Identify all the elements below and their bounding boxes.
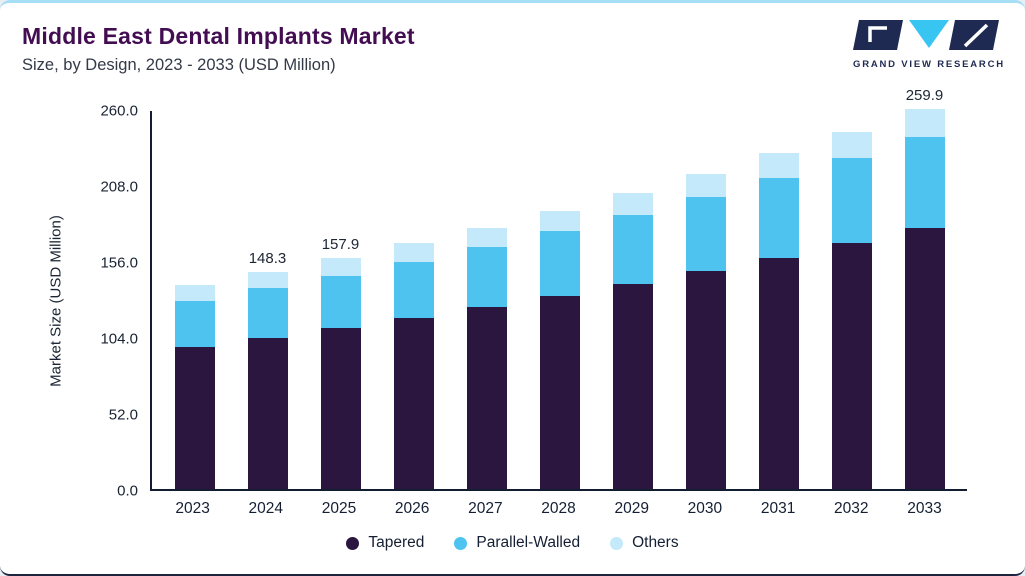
chart-title: Middle East Dental Implants Market	[22, 23, 415, 49]
bar-segment-tapered	[247, 337, 288, 489]
bar-group-2025: 157.9	[304, 236, 377, 489]
bar-segment-others	[685, 173, 726, 197]
bar-group-2029	[596, 188, 669, 489]
bar-segment-parallel-walled	[904, 136, 945, 228]
y-axis-title: Market Size (USD Million)	[47, 215, 65, 387]
x-tick-label: 2031	[760, 500, 796, 517]
legend-label: Tapered	[368, 534, 425, 551]
bar-segment-parallel-walled	[393, 261, 434, 319]
bar-segment-tapered	[758, 257, 799, 489]
legend-label: Others	[632, 534, 679, 551]
chart-header: Middle East Dental Implants Market Size,…	[22, 23, 415, 75]
bar-segment-others	[393, 243, 434, 262]
bar-segment-parallel-walled	[320, 275, 361, 329]
bar-group-2032	[815, 127, 888, 489]
bar-2029	[612, 192, 653, 489]
x-tick-label: 2032	[834, 500, 869, 517]
bar-segment-tapered	[320, 328, 361, 489]
x-tick-label: 2023	[175, 500, 210, 517]
y-axis: Market Size (USD Million) 0.0 52.0 104.0 15…	[0, 103, 150, 500]
bar-2025	[320, 258, 361, 489]
bar-segment-others	[174, 285, 215, 301]
bar-2027	[466, 227, 507, 489]
legend-label: Parallel-Walled	[476, 534, 581, 551]
y-tick-label: 208.0	[100, 178, 138, 196]
x-axis: 2023 2024 2025 2026 2027 2028 2029 2030 2031 2032…	[150, 500, 967, 518]
logo-mark-icon	[853, 20, 999, 50]
chart-area: Market Size (USD Million) 0.0 52.0 104.0 15…	[0, 87, 1025, 552]
x-tick-label: 2029	[614, 500, 649, 517]
y-tick-label: 156.0	[100, 254, 138, 272]
y-tick-label: 0.0	[117, 482, 138, 500]
bar-2026	[393, 243, 434, 489]
bar-segment-tapered	[685, 271, 726, 489]
logo-text: GRAND VIEW RESEARCH	[853, 59, 1005, 70]
legend-item-others: Others	[610, 534, 679, 552]
plot-area: 148.3 157.9 259.9	[150, 87, 967, 491]
bar-2032	[831, 131, 872, 489]
bar-segment-parallel-walled	[758, 178, 799, 258]
bar-2028	[539, 210, 580, 489]
bar-segment-tapered	[904, 227, 945, 489]
bar-segment-tapered	[539, 296, 580, 489]
bar-segment-others	[539, 210, 580, 232]
bar-segment-others	[758, 153, 799, 179]
bar-2031	[758, 153, 799, 489]
bar-group-2024: 148.3	[231, 250, 304, 489]
x-tick-label: 2027	[468, 500, 503, 517]
x-tick-label: 2030	[687, 500, 723, 517]
bar-segment-parallel-walled	[247, 288, 288, 338]
bar-segment-others	[904, 109, 945, 137]
bar-segment-tapered	[393, 318, 434, 489]
bar-segment-parallel-walled	[612, 214, 653, 284]
bar-segment-others	[247, 272, 288, 289]
bar-segment-parallel-walled	[174, 300, 215, 347]
x-tick-label: 2024	[248, 500, 284, 517]
bar-segment-others	[320, 258, 361, 276]
grand-view-research-logo: GRAND VIEW RESEARCH	[853, 19, 1003, 70]
y-tick-label: 52.0	[108, 406, 138, 424]
chart-subtitle: Size, by Design, 2023 - 2033 (USD Millio…	[22, 56, 336, 74]
bar-segment-tapered	[466, 307, 507, 489]
bar-segment-parallel-walled	[466, 247, 507, 308]
y-tick-label: 104.0	[100, 330, 138, 348]
bar-group-2027	[450, 223, 523, 489]
bar-segment-parallel-walled	[539, 231, 580, 297]
bar-value-label: 157.9	[321, 236, 360, 254]
legend-swatch-icon	[346, 536, 360, 550]
bar-group-2030	[669, 169, 742, 489]
x-tick-label: 2033	[907, 500, 942, 517]
bar-group-2031	[742, 148, 815, 489]
bar-2023	[174, 285, 215, 489]
legend-swatch-icon	[610, 536, 624, 550]
legend-item-parallel-walled: Parallel-Walled	[454, 534, 580, 552]
legend: Tapered Parallel-Walled Others	[0, 534, 1025, 552]
bar-segment-others	[612, 192, 653, 215]
bars: 148.3 157.9 259.9	[152, 87, 967, 489]
bar-segment-others	[466, 227, 507, 248]
y-tick-label: 260.0	[100, 102, 138, 120]
legend-item-tapered: Tapered	[346, 534, 424, 552]
bar-2030	[685, 173, 726, 489]
bar-segment-parallel-walled	[831, 158, 872, 244]
bar-segment-others	[831, 131, 872, 159]
bar-2024	[247, 272, 288, 489]
legend-swatch-icon	[454, 536, 468, 550]
bar-group-2028	[523, 206, 596, 489]
bar-group-2033: 259.9	[888, 87, 961, 489]
x-tick-label: 2026	[394, 500, 430, 517]
bar-segment-parallel-walled	[685, 197, 726, 272]
bar-segment-tapered	[174, 346, 215, 489]
bar-value-label: 259.9	[905, 87, 944, 105]
bar-segment-tapered	[612, 283, 653, 489]
bar-2033	[904, 109, 945, 489]
bar-segment-tapered	[831, 243, 872, 489]
x-tick-label: 2025	[321, 500, 357, 517]
x-tick-label: 2028	[541, 500, 576, 517]
bar-group-2023	[158, 280, 231, 489]
bar-group-2026	[377, 238, 450, 489]
bar-value-label: 148.3	[248, 250, 287, 268]
